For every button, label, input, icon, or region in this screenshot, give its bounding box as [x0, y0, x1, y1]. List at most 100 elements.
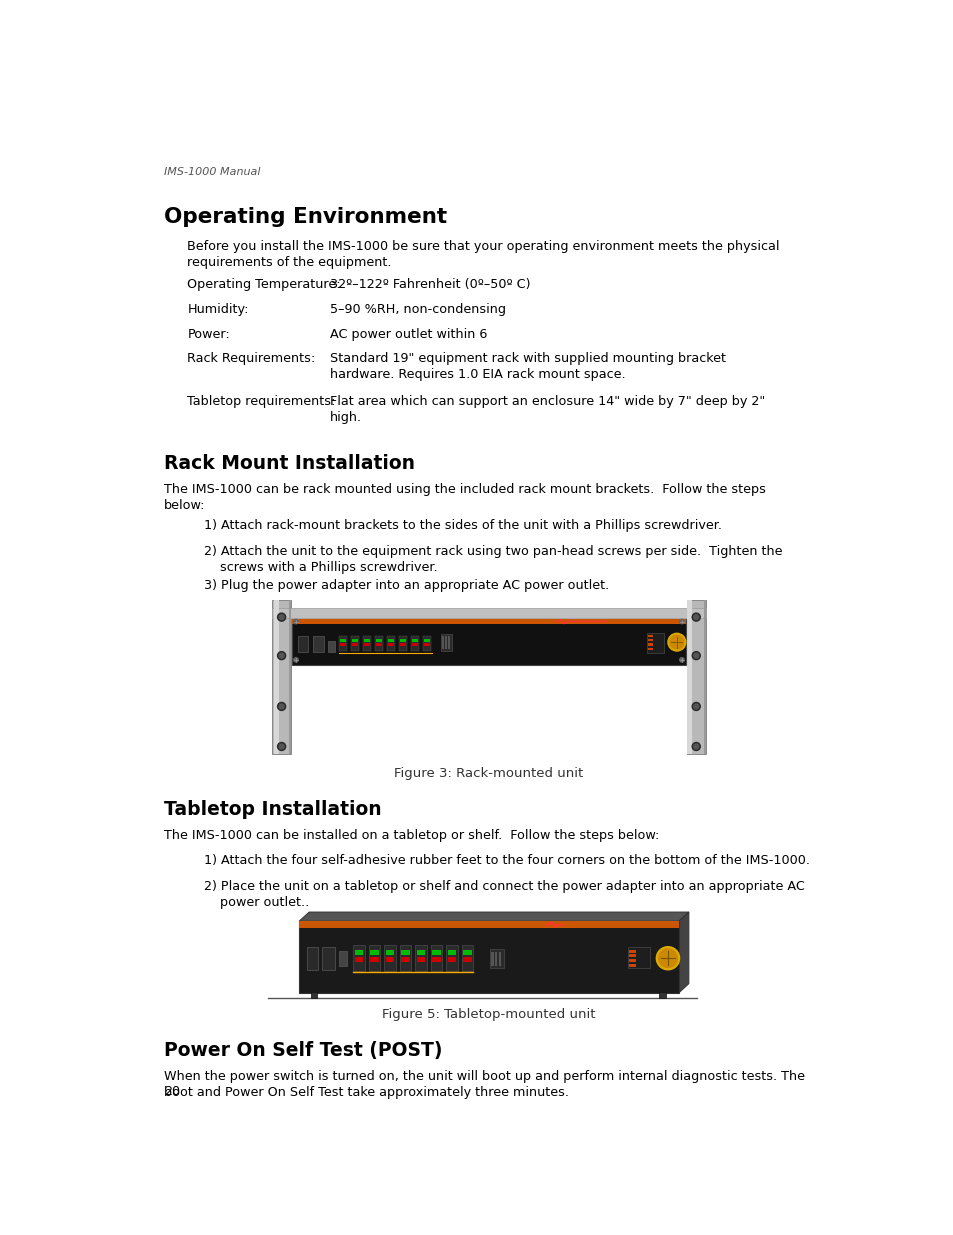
Bar: [292, 619, 685, 625]
Text: Output On: Output On: [654, 643, 666, 647]
Bar: [628, 947, 649, 968]
Text: Infrastructure Monitoring System: Infrastructure Monitoring System: [372, 921, 459, 926]
Bar: [355, 957, 363, 962]
Text: Phone: Phone: [298, 658, 310, 662]
Bar: [415, 945, 427, 972]
Bar: [463, 950, 472, 955]
Bar: [386, 636, 395, 651]
Bar: [298, 636, 308, 652]
Text: IMS-1000 Manual: IMS-1000 Manual: [164, 168, 260, 178]
Text: Power:: Power:: [187, 327, 230, 341]
Bar: [401, 950, 410, 955]
Bar: [446, 945, 457, 972]
Text: ·1000: ·1000: [339, 921, 378, 935]
Bar: [432, 950, 440, 955]
Bar: [322, 947, 335, 969]
Bar: [363, 643, 370, 646]
Bar: [298, 921, 679, 927]
Bar: [412, 638, 417, 642]
Bar: [463, 957, 472, 962]
Bar: [311, 992, 316, 998]
Text: Alarm: Alarm: [654, 647, 660, 651]
Text: Infrastructure Monitoring System: Infrastructure Monitoring System: [350, 619, 432, 624]
Bar: [686, 600, 705, 755]
Bar: [328, 641, 335, 652]
Text: Environmental / Sensor  Inputs: Environmental / Sensor Inputs: [357, 658, 418, 662]
Bar: [398, 636, 407, 651]
Text: SENSAPHONE®: SENSAPHONE®: [295, 619, 323, 622]
Bar: [274, 600, 278, 755]
Bar: [399, 643, 406, 646]
Bar: [647, 647, 653, 650]
Text: SENSAPHONE®: SENSAPHONE®: [303, 921, 335, 926]
Bar: [447, 950, 456, 955]
Bar: [440, 634, 452, 651]
Text: Phone: Phone: [307, 982, 319, 986]
Bar: [629, 960, 636, 962]
Bar: [489, 948, 503, 968]
Circle shape: [692, 703, 700, 710]
Text: IMS: IMS: [307, 619, 329, 629]
Circle shape: [656, 947, 679, 969]
Circle shape: [693, 704, 698, 709]
Bar: [416, 950, 425, 955]
Circle shape: [693, 653, 698, 658]
Bar: [629, 963, 636, 967]
Text: Output: Output: [440, 658, 454, 662]
Bar: [385, 957, 394, 962]
Bar: [375, 643, 381, 646]
Circle shape: [294, 620, 297, 624]
Text: 32º–122º Fahrenheit (0º–50º C): 32º–122º Fahrenheit (0º–50º C): [330, 278, 530, 291]
Text: 5–90 %RH, non-condensing: 5–90 %RH, non-condensing: [330, 303, 505, 316]
Bar: [387, 638, 394, 642]
Text: When the power switch is turned on, the unit will boot up and perform internal d: When the power switch is turned on, the …: [164, 1070, 804, 1099]
Bar: [355, 950, 363, 955]
Circle shape: [692, 742, 700, 751]
Polygon shape: [298, 911, 688, 921]
Circle shape: [692, 613, 700, 621]
Text: ·1000: ·1000: [324, 619, 357, 629]
Text: Rack Mount Installation: Rack Mount Installation: [164, 454, 415, 473]
Bar: [703, 600, 705, 755]
Bar: [352, 638, 357, 642]
Bar: [387, 643, 394, 646]
Text: Output: Output: [489, 982, 503, 986]
Circle shape: [279, 704, 284, 709]
Bar: [272, 608, 705, 618]
Bar: [629, 950, 636, 953]
Polygon shape: [679, 911, 688, 993]
Bar: [289, 600, 291, 755]
Text: 3) Plug the power adapter into an appropriate AC power outlet.: 3) Plug the power adapter into an approp…: [204, 579, 609, 592]
Text: The IMS-1000 can be rack mounted using the included rack mount brackets.  Follow: The IMS-1000 can be rack mounted using t…: [164, 483, 765, 513]
Text: Before you install the IMS-1000 be sure that your operating environment meets th: Before you install the IMS-1000 be sure …: [187, 240, 780, 269]
Text: Ethernet: Ethernet: [313, 658, 330, 662]
Circle shape: [279, 653, 284, 658]
Bar: [444, 636, 446, 650]
Bar: [647, 643, 653, 646]
Text: The IMS-1000 can be installed on a tabletop or shelf.  Follow the steps below:: The IMS-1000 can be installed on a table…: [164, 829, 659, 842]
Bar: [646, 632, 663, 652]
Circle shape: [277, 703, 285, 710]
Text: Figure 5: Tabletop-mounted unit: Figure 5: Tabletop-mounted unit: [382, 1008, 595, 1021]
Bar: [353, 945, 365, 972]
Bar: [491, 952, 493, 966]
Bar: [647, 635, 653, 637]
Text: Standard 19" equipment rack with supplied mounting bracket
hardware. Requires 1.: Standard 19" equipment rack with supplie…: [330, 352, 725, 382]
Bar: [647, 638, 653, 641]
Bar: [447, 636, 449, 650]
Text: Ethernet: Ethernet: [322, 982, 339, 986]
Bar: [362, 636, 371, 651]
Text: 2) Place the unit on a tabletop or shelf and connect the power adapter into an a: 2) Place the unit on a tabletop or shelf…: [204, 879, 804, 909]
Bar: [412, 643, 417, 646]
Circle shape: [277, 742, 285, 751]
Circle shape: [667, 634, 685, 651]
Bar: [272, 600, 291, 755]
Bar: [461, 945, 473, 972]
Text: 1) Attach rack-mount brackets to the sides of the unit with a Phillips screwdriv: 1) Attach rack-mount brackets to the sid…: [204, 519, 721, 531]
Bar: [375, 636, 383, 651]
Circle shape: [693, 743, 698, 748]
Circle shape: [669, 635, 683, 650]
Text: AC power outlet within 6: AC power outlet within 6: [330, 327, 487, 341]
Bar: [370, 950, 378, 955]
Bar: [350, 636, 358, 651]
